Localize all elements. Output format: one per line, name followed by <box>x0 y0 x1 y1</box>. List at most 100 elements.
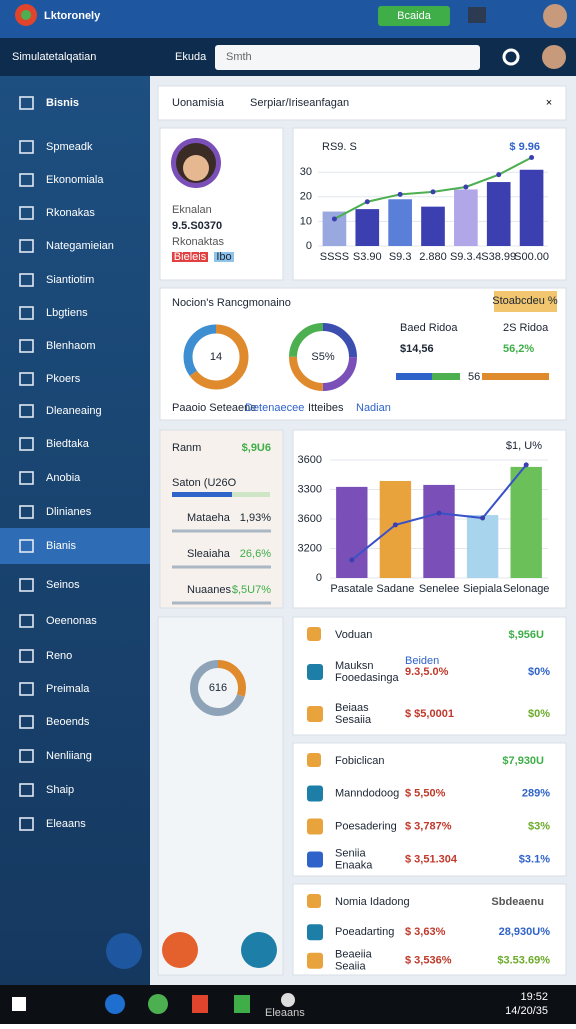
nav-item[interactable]: Anobia <box>46 472 81 484</box>
donut-segment <box>183 324 249 390</box>
nav-item[interactable]: Oeenonas <box>46 615 97 627</box>
row-label: Poeadarting <box>335 926 394 938</box>
fab-button[interactable] <box>162 932 198 968</box>
badge-label: Stoabcdeu % <box>492 295 558 307</box>
nav-item[interactable]: Shaip <box>46 784 74 796</box>
chart-title: RS9. S <box>322 141 357 153</box>
nav-icon <box>19 239 34 253</box>
profile-value: 9.5.S0370 <box>172 220 222 232</box>
close-icon[interactable]: × <box>546 97 552 109</box>
nav-item[interactable]: Preimala <box>46 683 90 695</box>
list-icon <box>307 627 321 641</box>
nav-item[interactable]: Nategamieian <box>46 240 114 252</box>
settings-icon[interactable] <box>502 48 520 66</box>
row-sub: Enaaka <box>335 859 373 871</box>
x-tick-label: S9.3.4 <box>450 251 482 263</box>
bar <box>510 466 542 578</box>
taskbar-app[interactable] <box>192 995 208 1013</box>
nav-icon <box>19 306 34 320</box>
donut-segment <box>289 323 357 391</box>
bar-label: 56 <box>468 371 480 383</box>
bar <box>379 480 412 578</box>
header-icon[interactable] <box>468 7 486 23</box>
list-card <box>292 742 567 877</box>
taskbar-app[interactable] <box>234 995 250 1013</box>
line-point <box>392 522 398 528</box>
nav-item[interactable]: Reno <box>46 650 72 662</box>
header-button[interactable] <box>378 6 450 26</box>
taskbar-app[interactable] <box>105 994 125 1014</box>
list-value: $,956U <box>509 629 545 641</box>
line-point <box>331 216 337 222</box>
row-value: 289% <box>522 787 550 799</box>
nav-icon <box>19 173 34 187</box>
nav-item[interactable]: Nenliiang <box>46 750 92 762</box>
nav-item[interactable]: Dleaneaing <box>46 405 102 417</box>
sidebar-button[interactable] <box>106 933 142 969</box>
list-title: Voduan <box>335 629 372 641</box>
row-value: 1,93% <box>240 512 271 524</box>
nav-item[interactable]: Eleaans <box>46 818 86 830</box>
x-tick-label: S00.00 <box>514 251 549 263</box>
row-value: $0% <box>528 708 550 720</box>
progress-bar <box>172 492 232 497</box>
stat-label: Baed Ridoa <box>400 322 458 334</box>
taskbar-app[interactable] <box>281 993 295 1007</box>
row-label: Poesadering <box>335 820 397 832</box>
nav-item[interactable]: Ekonomiala <box>46 174 104 186</box>
nav-item[interactable]: Dlinianes <box>46 506 92 518</box>
x-tick-label: Senelee <box>419 583 459 595</box>
list-title: Fobiclican <box>335 755 385 767</box>
row-value: $0% <box>528 666 550 678</box>
donut-label: 616 <box>209 682 227 694</box>
list-value: Sbdeaenu <box>491 896 544 908</box>
row-value: $,5U7% <box>232 584 271 596</box>
taskbar-app[interactable] <box>148 994 168 1014</box>
nav-item[interactable]: Beoends <box>46 716 90 728</box>
card-value: $,9U6 <box>242 442 271 454</box>
search-box[interactable] <box>215 45 480 70</box>
nav-icon <box>19 614 34 628</box>
nav-item[interactable]: Seinos <box>46 579 80 591</box>
line-point <box>349 557 355 563</box>
nav-item[interactable]: Biedtaka <box>46 438 90 450</box>
button-label[interactable]: Bcaida <box>397 10 432 22</box>
nav-item[interactable]: Pkoers <box>46 373 81 385</box>
nav-item[interactable]: Rkonakas <box>46 207 95 219</box>
bar <box>322 211 347 246</box>
card-title: Ranm <box>172 442 201 454</box>
active-item <box>0 528 150 564</box>
list-card <box>292 883 567 976</box>
nav-item[interactable]: Bisnis <box>46 97 79 109</box>
row-value: $ 3,536% <box>405 955 452 967</box>
user-avatar[interactable] <box>542 45 566 69</box>
nav-item[interactable]: Bianis <box>46 540 76 552</box>
row-value: $ 3,51.304 <box>405 853 458 865</box>
tab[interactable]: Serpiar/Iriseanfagan <box>250 97 349 109</box>
fab-button[interactable] <box>241 932 277 968</box>
tab[interactable]: Uonamisia <box>172 97 225 109</box>
row-value: $ 5,50% <box>405 787 446 799</box>
line-point <box>436 510 442 516</box>
nav-item[interactable]: Lbgtiens <box>46 307 88 319</box>
user-avatar[interactable] <box>543 4 567 28</box>
row-label: Mauksn <box>335 660 374 672</box>
chart-card <box>292 127 567 281</box>
nav-item[interactable]: Blenhaom <box>46 340 96 352</box>
x-tick-label: SSSS <box>320 251 349 263</box>
taskbar-label: Eleaans <box>265 1007 305 1019</box>
list-icon <box>307 753 321 767</box>
list-title: Nomia Idadong <box>335 896 410 908</box>
panel-header <box>157 85 567 121</box>
list-card <box>292 616 567 736</box>
start-button[interactable] <box>12 997 26 1011</box>
line-point <box>364 199 370 205</box>
nav-item[interactable]: Spmeadk <box>46 141 93 153</box>
progress-bar <box>482 373 549 380</box>
nav-icon <box>19 715 34 729</box>
row-value: 26,6% <box>240 548 271 560</box>
nav-icon <box>19 649 34 663</box>
y-tick-label: 3300 <box>298 483 322 495</box>
nav-item[interactable]: Siantiotim <box>46 274 94 286</box>
